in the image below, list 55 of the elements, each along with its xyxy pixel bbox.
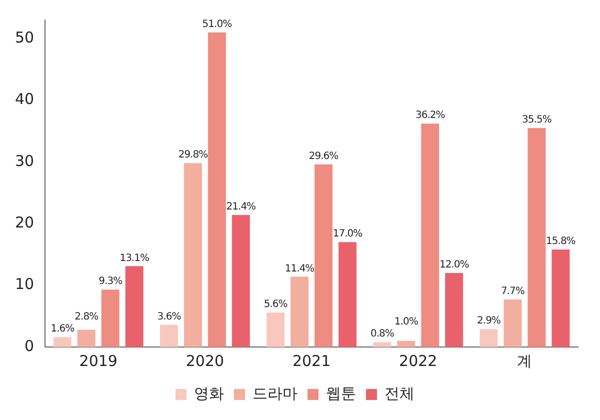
legend-label: 영화	[194, 384, 224, 402]
data-label: 11.4%	[284, 263, 314, 274]
data-label: 0.8%	[370, 328, 394, 340]
y-tick-label: 40	[14, 90, 34, 108]
x-tick-label: 계	[517, 352, 532, 370]
data-label: 15.8%	[546, 236, 576, 248]
bar	[184, 163, 202, 347]
data-label: 36.2%	[415, 110, 445, 122]
data-label: 29.8%	[178, 150, 208, 161]
data-label: 2.8%	[74, 312, 98, 323]
data-label: 12.0%	[439, 260, 469, 271]
data-label: 21.4%	[226, 202, 256, 213]
data-label: 9.3%	[98, 276, 122, 288]
bar	[77, 330, 96, 347]
bar	[373, 342, 392, 347]
data-label: 13.1%	[120, 252, 149, 264]
data-label: 51.0%	[202, 18, 232, 30]
bar	[445, 272, 464, 347]
data-label: 3.6%	[157, 311, 181, 322]
bar	[266, 312, 285, 347]
x-tick-label: 2021	[292, 352, 331, 370]
bar	[160, 324, 178, 347]
x-tick-label: 2022	[399, 352, 438, 370]
bar	[504, 299, 522, 347]
y-tick-label: 20	[14, 213, 34, 232]
y-tick-label: 30	[14, 152, 34, 170]
data-label: 29.6%	[308, 150, 338, 162]
legend-label: 웹툰	[326, 384, 356, 402]
bar	[125, 266, 144, 347]
bar	[290, 276, 309, 347]
bar	[101, 290, 120, 347]
x-tick-label: 2019	[79, 352, 118, 370]
data-label: 7.7%	[501, 286, 524, 298]
bar	[208, 32, 226, 347]
data-label: 2.9%	[477, 316, 500, 327]
bar	[314, 164, 333, 347]
bar	[232, 214, 250, 347]
bar	[338, 242, 357, 347]
data-label: 17.0%	[332, 228, 362, 240]
bar	[53, 337, 72, 347]
y-tick-label: 50	[14, 28, 34, 46]
y-tick-label: 10	[14, 275, 34, 294]
bar	[397, 340, 416, 347]
bar	[480, 329, 498, 347]
legend-label: 드라마	[252, 384, 298, 402]
bar	[552, 250, 570, 347]
bar	[528, 128, 546, 347]
data-label: 5.6%	[264, 299, 288, 310]
x-tick-label: 2020	[186, 352, 224, 370]
data-label: 1.0%	[394, 316, 418, 328]
bar	[421, 124, 440, 347]
legend-label: 전체	[384, 384, 414, 402]
data-label: 1.6%	[50, 324, 74, 335]
data-label: 35.5%	[522, 114, 552, 126]
y-tick-label: 0	[24, 336, 34, 355]
